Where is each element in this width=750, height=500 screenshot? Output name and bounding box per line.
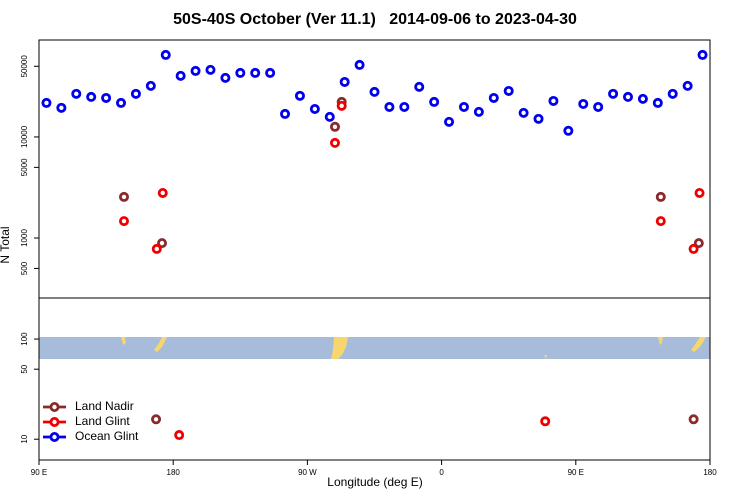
point — [563, 125, 574, 136]
y-tick-label: 10 — [20, 434, 29, 443]
point — [518, 107, 529, 118]
point — [280, 108, 291, 119]
point — [533, 113, 544, 124]
y-tick-label: 5000 — [20, 158, 29, 176]
point — [145, 80, 156, 91]
y-tick-label: 500 — [20, 261, 29, 275]
point — [336, 100, 347, 111]
point — [655, 216, 666, 227]
point — [130, 88, 141, 99]
point — [329, 121, 340, 132]
point — [578, 98, 589, 109]
point — [116, 97, 127, 108]
legend-label: Land Glint — [75, 414, 130, 428]
point — [548, 95, 559, 106]
point — [250, 67, 261, 78]
point — [694, 187, 705, 198]
point — [429, 96, 440, 107]
point — [86, 91, 97, 102]
x-tick-label: 180 — [703, 468, 717, 477]
legend-marker — [49, 401, 60, 412]
legend-marker — [49, 416, 60, 427]
x-axis-label: Longitude (deg E) — [327, 475, 422, 489]
point — [118, 191, 129, 202]
point — [71, 88, 82, 99]
point — [688, 414, 699, 425]
y-tick-label: 50 — [20, 364, 29, 373]
point — [151, 243, 162, 254]
point — [220, 72, 231, 83]
point — [622, 91, 633, 102]
point — [369, 86, 380, 97]
x-tick-label: 90 W — [298, 468, 317, 477]
point — [458, 101, 469, 112]
plot-frame — [38, 39, 711, 461]
point — [488, 92, 499, 103]
y-tick-label: 1000 — [20, 229, 29, 247]
point — [540, 416, 551, 427]
point — [637, 93, 648, 104]
point — [667, 88, 678, 99]
point — [608, 88, 619, 99]
point — [652, 97, 663, 108]
chart-title: 50S-40S October (Ver 11.1) 2014-09-06 to… — [173, 11, 577, 28]
y-axis-label: N Total — [0, 226, 12, 263]
point — [697, 49, 708, 60]
y-tick-label: 50000 — [20, 55, 29, 78]
y-tick-label: 100 — [20, 332, 29, 346]
point — [414, 81, 425, 92]
point — [265, 67, 276, 78]
x-tick-label: 180 — [167, 468, 181, 477]
point — [174, 430, 185, 441]
point — [294, 90, 305, 101]
point — [101, 92, 112, 103]
point — [324, 111, 335, 122]
legend-label: Land Nadir — [75, 399, 134, 413]
point — [399, 101, 410, 112]
point — [160, 49, 171, 60]
point — [157, 238, 168, 249]
point — [41, 97, 52, 108]
point — [682, 80, 693, 91]
point — [473, 106, 484, 117]
point — [329, 137, 340, 148]
x-tick-label: 0 — [439, 468, 444, 477]
point — [593, 101, 604, 112]
point — [688, 243, 699, 254]
point — [118, 216, 129, 227]
point — [175, 70, 186, 81]
map-strip — [39, 337, 710, 359]
point — [693, 238, 704, 249]
point — [157, 187, 168, 198]
point — [56, 102, 67, 113]
point — [384, 101, 395, 112]
point — [444, 116, 455, 127]
legend-label: Ocean Glint — [75, 429, 139, 443]
point — [339, 76, 350, 87]
legend-marker — [49, 431, 60, 442]
point — [190, 65, 201, 76]
point — [205, 64, 216, 75]
point — [503, 85, 514, 96]
point — [354, 59, 365, 70]
point — [309, 103, 320, 114]
y-tick-label: 10000 — [20, 125, 29, 148]
x-tick-label: 90 E — [568, 468, 584, 477]
x-tick-label: 90 E — [31, 468, 47, 477]
point — [151, 414, 162, 425]
point — [235, 67, 246, 78]
point — [655, 191, 666, 202]
